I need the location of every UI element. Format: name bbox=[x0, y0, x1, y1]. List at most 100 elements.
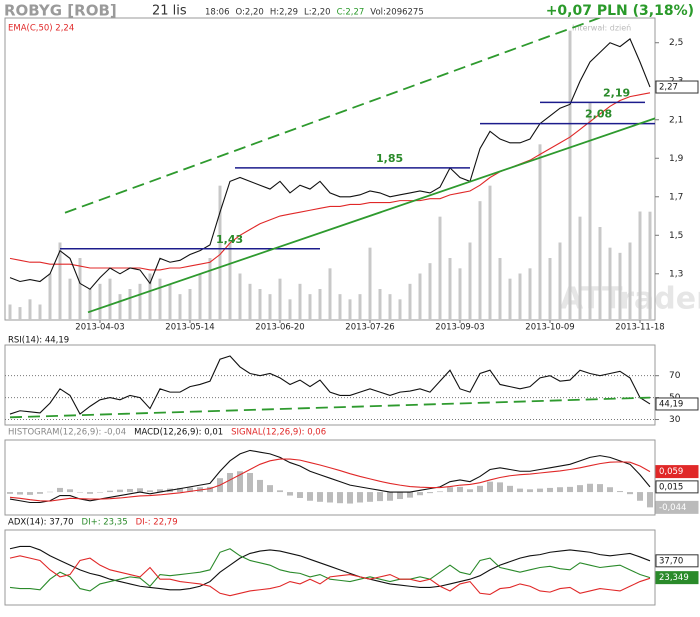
bar bbox=[487, 481, 493, 493]
plot bbox=[9, 355, 651, 419]
y-tick-label: 70 bbox=[669, 371, 681, 381]
bar bbox=[548, 258, 552, 320]
bar bbox=[57, 487, 63, 493]
bar bbox=[137, 488, 143, 493]
bar bbox=[278, 278, 282, 320]
quote-item: O:2,20 bbox=[236, 8, 264, 18]
bar bbox=[398, 299, 402, 320]
bar bbox=[597, 484, 603, 493]
series-line bbox=[9, 449, 651, 504]
series-line bbox=[9, 555, 651, 597]
bar bbox=[207, 486, 213, 493]
plot bbox=[9, 545, 651, 597]
bar bbox=[17, 492, 23, 495]
bar bbox=[117, 489, 123, 493]
legend-entry: DI-: 22,79 bbox=[136, 518, 178, 528]
bar bbox=[208, 258, 212, 320]
legend-entry: DI+: 23,35 bbox=[82, 518, 128, 528]
bar bbox=[248, 283, 252, 320]
bar bbox=[47, 491, 53, 493]
bar bbox=[637, 492, 643, 501]
bar bbox=[317, 492, 323, 502]
bar bbox=[268, 294, 272, 320]
bar bbox=[338, 294, 342, 320]
bar bbox=[348, 299, 352, 320]
last-value-box bbox=[655, 480, 699, 494]
bar bbox=[198, 273, 202, 320]
bar bbox=[37, 492, 43, 494]
series-line bbox=[9, 38, 651, 290]
bar bbox=[127, 488, 133, 493]
level-label: 1,43 bbox=[216, 233, 243, 246]
bar bbox=[588, 103, 592, 320]
y-tick-label: 2,1 bbox=[669, 115, 683, 125]
bar bbox=[48, 273, 52, 320]
bar bbox=[67, 489, 73, 493]
bar bbox=[598, 227, 602, 320]
bar bbox=[578, 216, 582, 320]
bar bbox=[267, 485, 273, 493]
legend-entry: SIGNAL(12,26,9): 0,06 bbox=[231, 428, 326, 438]
bar bbox=[187, 487, 193, 493]
bar bbox=[28, 299, 32, 320]
bar bbox=[537, 488, 543, 493]
bar bbox=[628, 242, 632, 320]
bar bbox=[58, 242, 62, 320]
bar bbox=[377, 492, 383, 502]
legend-entry: MACD(12,26,9): 0,01 bbox=[134, 428, 223, 438]
bar bbox=[527, 489, 533, 493]
series-line bbox=[9, 548, 651, 592]
series-line bbox=[9, 458, 651, 502]
bar bbox=[388, 294, 392, 320]
bar bbox=[468, 242, 472, 320]
bar bbox=[647, 492, 653, 508]
change: +0,07 PLN (3,18%) bbox=[546, 3, 694, 19]
x-tick-label: 2013-06-20 bbox=[255, 323, 304, 333]
bar bbox=[557, 487, 563, 493]
bar bbox=[378, 289, 382, 320]
x-tick-label: 2013-11-18 bbox=[615, 323, 664, 333]
bar bbox=[237, 471, 243, 493]
bar bbox=[407, 492, 413, 498]
bar bbox=[8, 304, 12, 320]
quote-item: 18:06 bbox=[205, 8, 230, 18]
last-value-label: 44,19 bbox=[659, 399, 683, 409]
bar bbox=[327, 492, 333, 503]
bar bbox=[478, 201, 482, 320]
bar bbox=[227, 472, 233, 493]
bar bbox=[97, 492, 103, 493]
bar bbox=[107, 490, 113, 493]
bar bbox=[218, 185, 222, 320]
quote-item: L:2,20 bbox=[304, 8, 331, 18]
symbol: ROBYG [ROB] bbox=[4, 2, 117, 20]
series-line bbox=[9, 92, 651, 271]
y-tick-label: 2,5 bbox=[669, 38, 683, 48]
bar bbox=[168, 283, 172, 320]
trend-line bbox=[9, 396, 651, 419]
bar bbox=[438, 216, 442, 320]
bar bbox=[78, 258, 82, 320]
panel-frame bbox=[4, 344, 656, 426]
bar bbox=[488, 185, 492, 320]
bar bbox=[157, 489, 163, 493]
bar bbox=[477, 485, 483, 493]
bar bbox=[298, 283, 302, 320]
last-value-box bbox=[655, 554, 699, 568]
last-value-label: -0,044 bbox=[659, 503, 686, 513]
bar bbox=[358, 294, 362, 320]
bar bbox=[337, 492, 343, 504]
bar bbox=[558, 242, 562, 320]
interval: Interwał: dzień bbox=[572, 24, 631, 33]
bar bbox=[77, 492, 83, 493]
bar bbox=[367, 492, 373, 502]
x-tick-label: 2013-07-26 bbox=[345, 323, 394, 333]
last-value-box bbox=[655, 397, 699, 411]
y-tick-label: 1,3 bbox=[669, 269, 683, 279]
plot bbox=[7, 449, 653, 508]
bar bbox=[318, 289, 322, 320]
bar bbox=[288, 299, 292, 320]
plot bbox=[8, 18, 655, 320]
x-tick-label: 2013-09-03 bbox=[435, 323, 484, 333]
bar bbox=[397, 492, 403, 500]
bar bbox=[307, 492, 313, 501]
